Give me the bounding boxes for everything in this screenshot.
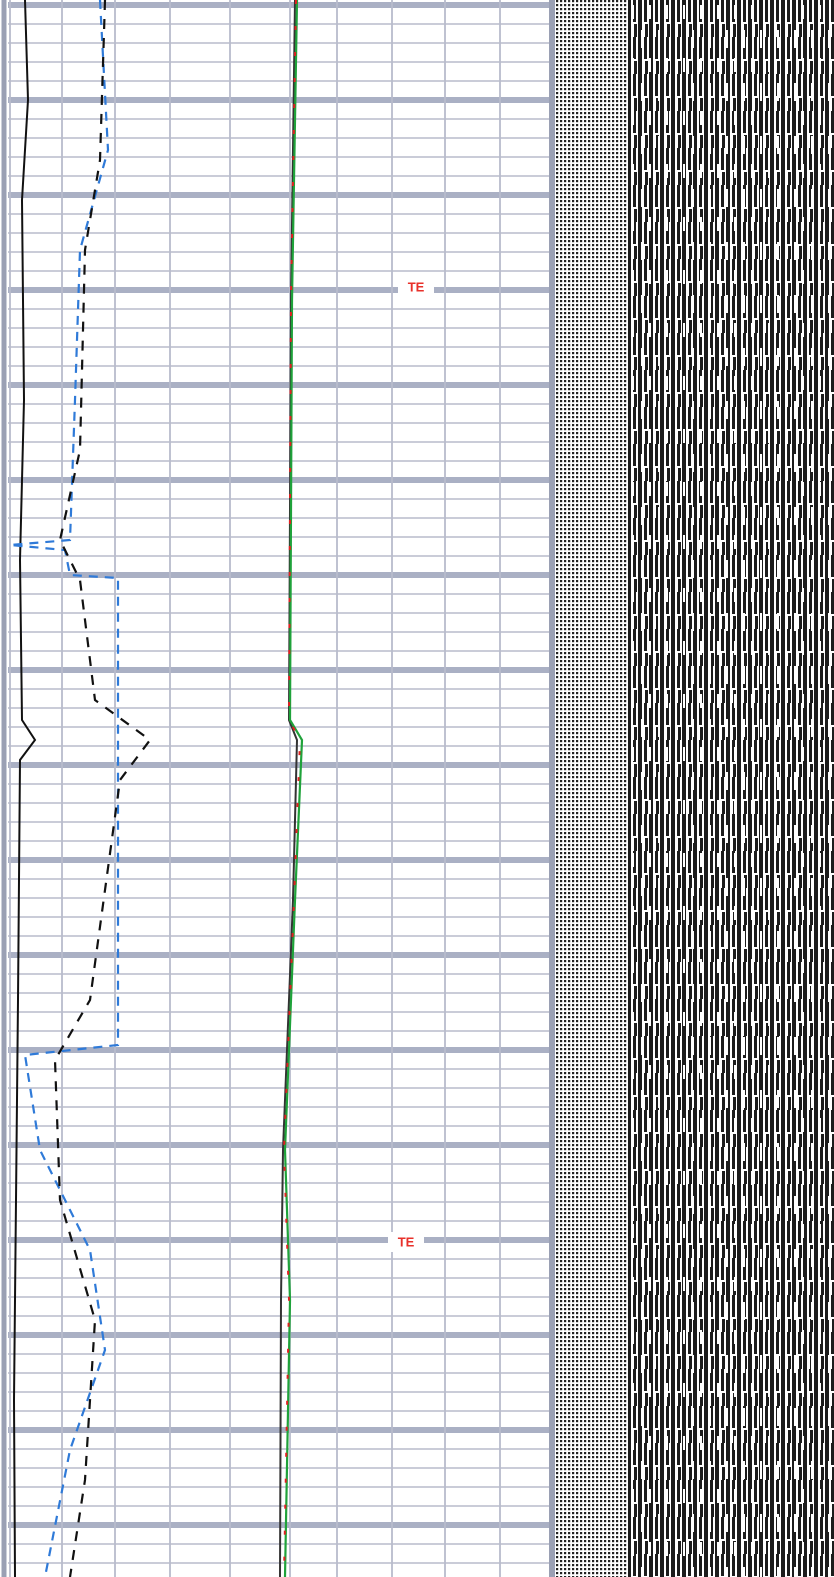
curve-red bbox=[282, 0, 302, 1577]
label-box bbox=[388, 1232, 424, 1252]
curve-blue-dashed bbox=[9, 0, 120, 1577]
label-box bbox=[398, 277, 434, 297]
curves bbox=[9, 0, 304, 1577]
image-track-texture bbox=[628, 0, 834, 1577]
curve-black-dashed bbox=[53, 0, 152, 1577]
curve-green bbox=[283, 0, 304, 1577]
dotted-track bbox=[555, 0, 628, 1577]
annotation: TE bbox=[398, 1234, 415, 1249]
curve-black bbox=[12, 0, 37, 1577]
annotation: TE bbox=[408, 279, 425, 294]
